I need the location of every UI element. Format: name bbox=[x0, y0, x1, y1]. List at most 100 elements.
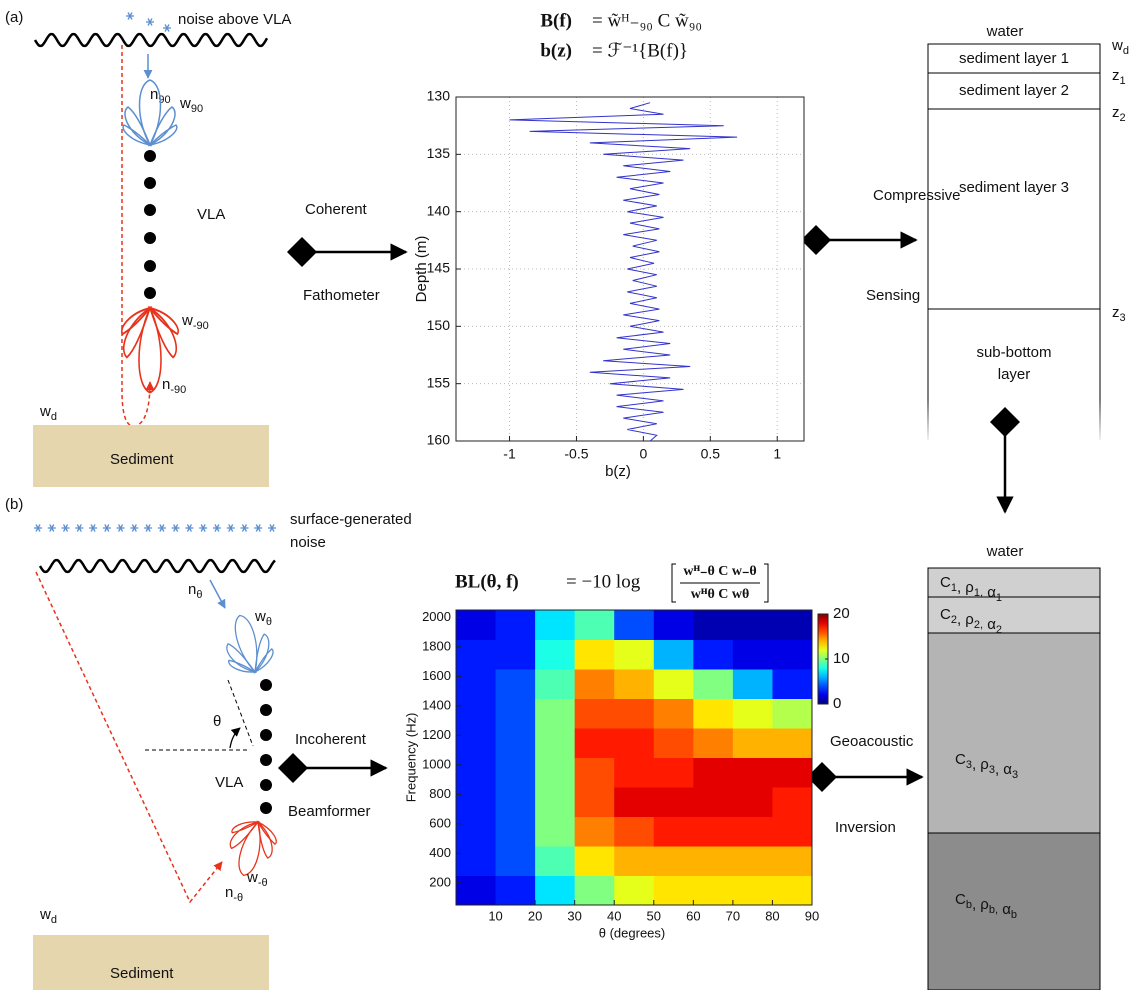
subscript: θ bbox=[196, 589, 202, 601]
heat-cell bbox=[693, 846, 733, 876]
subscript: θ bbox=[266, 616, 272, 628]
label-part: , ρ bbox=[957, 579, 974, 596]
heat-cell bbox=[456, 846, 496, 876]
fade bbox=[920, 400, 1110, 445]
arrow bbox=[210, 580, 225, 608]
y-tick-label: 140 bbox=[427, 202, 451, 218]
water-label: water bbox=[986, 543, 1024, 560]
heat-cell bbox=[693, 728, 733, 758]
figure: (a) noise above VLA n90 w90 VLA w-90 n-9… bbox=[0, 0, 1134, 990]
heat-cell bbox=[772, 610, 812, 640]
heat-cell bbox=[614, 846, 654, 876]
heat-cell bbox=[733, 610, 773, 640]
panel-label: (a) bbox=[5, 9, 23, 26]
heat-cell bbox=[535, 728, 575, 758]
heat-cell bbox=[733, 699, 773, 729]
heat-cell bbox=[456, 640, 496, 670]
heat-cell bbox=[535, 699, 575, 729]
noise-star bbox=[172, 525, 180, 532]
noise-star bbox=[146, 19, 154, 26]
heat-cell bbox=[496, 817, 536, 847]
method-label: Incoherent bbox=[295, 731, 367, 748]
y-tick-label: 400 bbox=[429, 845, 451, 860]
y-tick-label: 200 bbox=[429, 874, 451, 889]
x-tick-label: -0.5 bbox=[564, 446, 588, 462]
y-tick-label: 1400 bbox=[422, 697, 451, 712]
label-part: , ρ bbox=[972, 896, 989, 913]
heat-cell bbox=[456, 758, 496, 788]
noise-star bbox=[213, 525, 221, 532]
subscript: 90 bbox=[191, 103, 203, 115]
heat-cell bbox=[496, 876, 536, 906]
subscript: d bbox=[51, 411, 57, 423]
sea-surface bbox=[40, 560, 275, 572]
noise-label: noise bbox=[290, 534, 326, 551]
w-minus-label: w-90 bbox=[181, 312, 209, 332]
heat-cell bbox=[693, 876, 733, 906]
x-axis-label: b(z) bbox=[605, 463, 631, 480]
y-tick-label: 155 bbox=[427, 374, 451, 390]
wd-label: wd bbox=[39, 403, 57, 423]
noise-star bbox=[75, 525, 83, 532]
x-tick-label: 1 bbox=[773, 446, 781, 462]
heatmap-plot: 1020304050607080902004006008001000120014… bbox=[403, 605, 849, 940]
process-label: Compressive bbox=[873, 187, 961, 204]
layer-label: sediment layer 1 bbox=[959, 50, 1069, 67]
heat-cell bbox=[456, 876, 496, 906]
heat-cell bbox=[693, 787, 733, 817]
noise-star bbox=[117, 525, 125, 532]
noise-label: noise above VLA bbox=[178, 11, 291, 28]
heat-cell bbox=[575, 787, 615, 817]
heat-cell bbox=[456, 669, 496, 699]
subscript: 1 bbox=[996, 592, 1002, 604]
heat-cell bbox=[535, 758, 575, 788]
heat-cell bbox=[733, 728, 773, 758]
heat-cell bbox=[654, 699, 694, 729]
y-tick-label: 130 bbox=[427, 88, 451, 104]
label-part: C bbox=[955, 751, 966, 768]
y-tick-label: 150 bbox=[427, 317, 451, 333]
subscript: -θ bbox=[233, 892, 243, 904]
noise-star bbox=[144, 525, 152, 532]
heat-cell bbox=[575, 876, 615, 906]
heat-cell bbox=[733, 669, 773, 699]
label-part: w bbox=[181, 312, 193, 329]
heat-cell bbox=[496, 758, 536, 788]
noise-star bbox=[199, 525, 207, 532]
noise-star bbox=[163, 25, 171, 32]
sediment-label: Sediment bbox=[110, 451, 174, 468]
label-part: n bbox=[225, 884, 233, 901]
heat-cell bbox=[496, 669, 536, 699]
heat-cell bbox=[654, 640, 694, 670]
depth-plot: -1-0.500.51130135140145150155160b(z)Dept… bbox=[413, 88, 804, 480]
angle-arc bbox=[230, 728, 240, 748]
layer-label: sediment layer 3 bbox=[959, 179, 1069, 196]
heat-cell bbox=[772, 876, 812, 906]
y-tick-label: 1200 bbox=[422, 727, 451, 742]
water-label: water bbox=[986, 23, 1024, 40]
label-part: C bbox=[940, 606, 951, 623]
subscript: 1, bbox=[974, 587, 983, 599]
colorbar-tick-label: 10 bbox=[833, 650, 850, 667]
layer-label: layer bbox=[998, 366, 1031, 383]
y-tick-label: 1800 bbox=[422, 638, 451, 653]
heat-cell bbox=[772, 728, 812, 758]
y-tick-label: 1000 bbox=[422, 756, 451, 771]
heat-cell bbox=[654, 876, 694, 906]
noise-star bbox=[240, 525, 248, 532]
subscript: -90 bbox=[193, 320, 209, 332]
noise-star bbox=[227, 525, 235, 532]
process-label: Inversion bbox=[835, 819, 896, 836]
heat-cell bbox=[772, 699, 812, 729]
heat-cell bbox=[496, 787, 536, 817]
heat-cell bbox=[693, 610, 733, 640]
reflection-path bbox=[36, 572, 222, 902]
label-part: , α bbox=[995, 761, 1012, 778]
label-part: w bbox=[1111, 37, 1123, 54]
heat-cell bbox=[456, 610, 496, 640]
subscript: -90 bbox=[170, 384, 186, 396]
heat-cell bbox=[456, 787, 496, 817]
x-tick-label: 40 bbox=[607, 908, 621, 923]
noise-stars bbox=[34, 525, 276, 532]
w-label: wθ bbox=[254, 608, 272, 628]
